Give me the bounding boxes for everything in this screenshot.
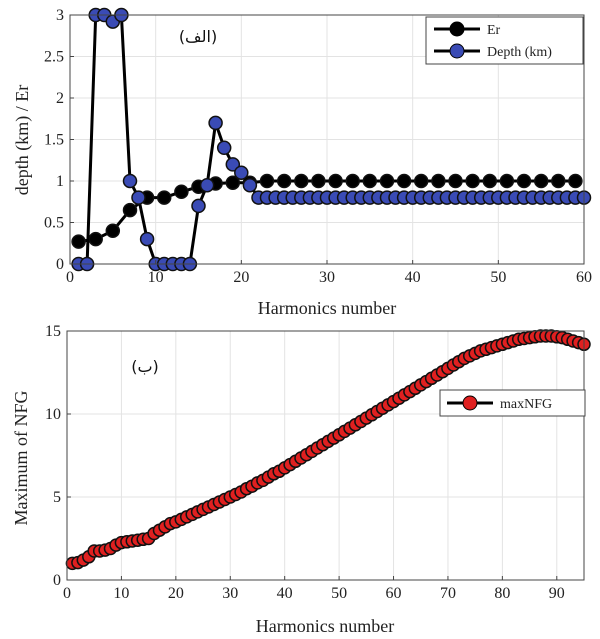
y-tick-label: 10 [45,406,61,423]
y-axis-label-bottom: Maximum of NFG [11,390,31,525]
x-tick-label: 30 [319,269,335,286]
legend-box-bottom [439,389,586,417]
legend-label-depth: Depth (km) [487,45,552,60]
x-tick-label: 20 [233,269,249,286]
x-tick-label: 70 [440,585,456,602]
data-point-er [448,173,463,189]
data-point-er [259,173,275,189]
x-axis-label-top: Harmonics number [258,298,396,318]
data-point-depth-km [216,140,232,156]
data-point-er [533,173,549,189]
data-point-depth-km [139,231,155,247]
x-tick-label: 20 [168,585,184,602]
x-tick-label: 60 [386,585,402,602]
data-point-er [122,202,138,218]
chart-panel-bottom: 0 10 20 30 40 50 60 70 80 90 0 5 10 15 (ب) Harmonics … [11,323,591,636]
data-point-er [482,173,498,189]
data-point-er [105,223,121,239]
x-tick-label: 0 [66,269,74,286]
data-point-er [88,231,103,247]
y-axis-label-top: depth (km) / Er [12,85,33,195]
legend-top: Er Depth (km) [425,16,584,65]
y-tick-label: 1.5 [44,132,64,149]
data-point-er [568,173,583,189]
data-point-depth-km [199,177,215,193]
data-point-er [379,173,395,189]
x-tick-label: 80 [494,585,510,602]
data-point-depth-km [208,115,223,131]
legend-marker-depth [449,43,465,59]
chart-panel-top: 0 10 20 30 40 50 60 0 0.5 1 1.5 2 2.5 3 (الف) Harmoni… [12,7,592,318]
data-point-depth-km [191,198,206,214]
data-point-er [345,173,360,189]
series-bottom [65,329,591,571]
ticks-top: 0 10 20 30 40 50 60 0 0.5 1 1.5 2 2.5 3 [44,7,592,286]
data-point-er [499,173,515,189]
legend-marker-maxnfg [462,395,478,411]
data-point-er [413,173,429,189]
plot-frame-bottom [66,330,585,581]
y-tick-label: 0.5 [44,215,64,232]
x-tick-label: 50 [331,585,347,602]
x-axis-label-bottom: Harmonics number [256,616,394,636]
y-tick-label: 3 [56,7,64,24]
x-tick-label: 30 [222,585,238,602]
y-tick-label: 15 [45,323,61,340]
data-point-depth-km [225,157,241,172]
data-point-depth-km [234,165,249,180]
y-tick-label: 5 [53,489,61,506]
legend-bottom: maxNFG [439,389,586,417]
data-point-er [225,175,241,190]
data-point-er [516,173,532,189]
panel-label-bottom: (ب) [131,357,159,376]
data-point-depth-km [122,173,138,189]
data-point-er [174,184,189,200]
legend-label-er: Er [487,23,501,38]
data-point-er [71,234,86,249]
data-point-er [311,173,326,189]
data-point-er [276,173,292,189]
y-tick-label: 0 [53,572,61,589]
ticks-bottom: 0 10 20 30 40 50 60 70 80 90 0 5 10 15 [45,323,565,602]
y-tick-label: 1 [56,173,64,190]
legend-label-maxnfg: maxNFG [500,397,552,412]
data-point-er [396,173,412,189]
data-point-depth-km [131,190,146,205]
x-tick-label: 40 [277,585,293,602]
data-point-er [431,173,446,189]
x-tick-label: 10 [113,585,129,602]
data-point-depth-km [242,177,258,193]
data-point-er [294,173,309,189]
data-point-er [362,173,378,189]
x-tick-label: 50 [490,269,506,286]
x-tick-label: 40 [405,269,421,286]
data-point-er [465,173,480,189]
y-tick-label: 2.5 [44,49,64,66]
data-point-er [328,173,343,189]
legend-marker-er [449,21,465,37]
data-point-er [551,173,566,189]
x-tick-label: 60 [576,269,592,286]
y-tick-label: 0 [56,256,64,273]
panel-label-top: (الف) [179,27,217,46]
x-tick-label: 0 [63,585,71,602]
x-tick-label: 90 [549,585,565,602]
data-point-er [156,190,172,205]
x-tick-label: 10 [148,269,164,286]
y-tick-label: 2 [56,90,64,107]
